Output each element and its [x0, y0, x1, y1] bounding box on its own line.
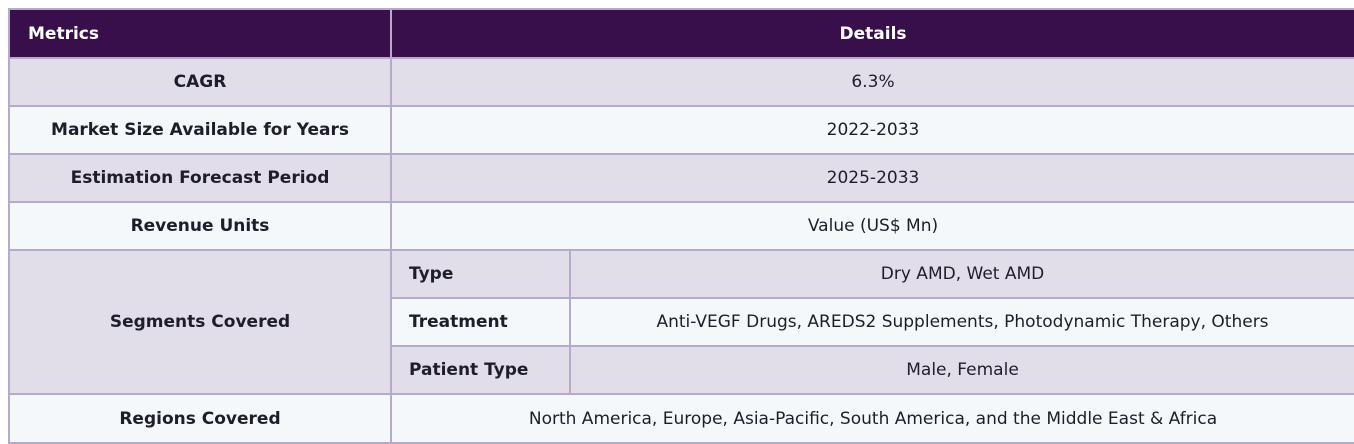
metric-regions-covered: Regions Covered [8, 393, 392, 444]
metric-cagr: CAGR [8, 57, 392, 107]
table-row-forecast-period: Estimation Forecast Period 2025-2033 [8, 153, 1354, 203]
table-row-regions: Regions Covered North America, Europe, A… [8, 393, 1354, 444]
report-metrics-table: Metrics Details CAGR 6.3% Market Size Av… [8, 8, 1354, 444]
value-forecast-period: 2025-2033 [389, 153, 1354, 203]
table-row-segment-patient-type: Patient Type Male, Female [9, 345, 1354, 395]
metric-revenue-units: Revenue Units [8, 201, 392, 251]
report-metrics-table-container: Metrics Details CAGR 6.3% Market Size Av… [8, 8, 1354, 444]
segment-value-patient-type: Male, Female [568, 345, 1354, 395]
table-row-segment-treatment: Treatment Anti-VEGF Drugs, AREDS2 Supple… [9, 297, 1354, 347]
table-row-market-size: Market Size Available for Years 2022-203… [8, 105, 1354, 155]
table-row-revenue-units: Revenue Units Value (US$ Mn) [8, 201, 1354, 251]
header-metrics: Metrics [8, 8, 392, 59]
value-regions-covered: North America, Europe, Asia-Pacific, Sou… [389, 393, 1354, 444]
table-header-row: Metrics Details [8, 8, 1354, 59]
segment-label-treatment: Treatment [390, 297, 571, 347]
segment-value-treatment: Anti-VEGF Drugs, AREDS2 Supplements, Pho… [568, 297, 1354, 347]
table-row-cagr: CAGR 6.3% [8, 57, 1354, 107]
segment-value-type: Dry AMD, Wet AMD [568, 249, 1354, 299]
value-revenue-units: Value (US$ Mn) [389, 201, 1354, 251]
value-cagr: 6.3% [389, 57, 1354, 107]
segment-label-patient-type: Patient Type [390, 345, 571, 395]
metric-market-size: Market Size Available for Years [8, 105, 392, 155]
header-details: Details [389, 8, 1354, 59]
segment-label-type: Type [390, 249, 571, 299]
value-market-size: 2022-2033 [389, 105, 1354, 155]
metric-segments-covered: Segments Covered [8, 249, 392, 395]
metric-forecast-period: Estimation Forecast Period [8, 153, 392, 203]
table-row-segment-type: Segments Covered Type Dry AMD, Wet AMD [8, 249, 1354, 395]
